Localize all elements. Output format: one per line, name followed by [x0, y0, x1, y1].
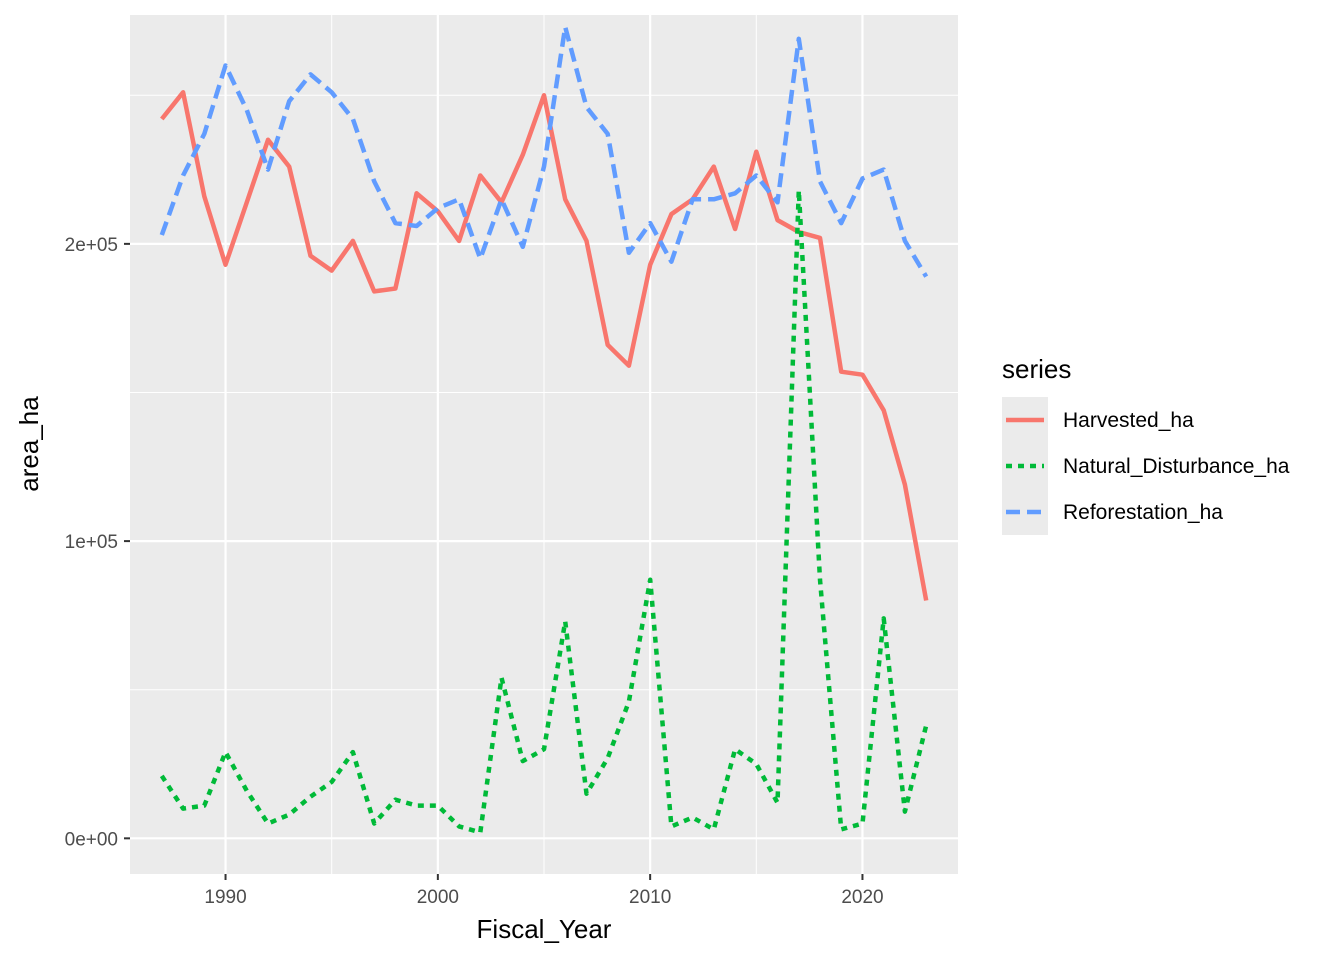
x-tick-label: 2000 — [417, 887, 459, 908]
legend-title: series — [1002, 354, 1071, 384]
x-axis-title: Fiscal_Year — [477, 914, 612, 944]
y-tick-label: 2e+05 — [65, 235, 118, 256]
y-axis: 0e+00 1e+05 2e+05 — [65, 235, 130, 850]
x-tick-label: 2020 — [841, 887, 883, 908]
series-line-reforestation-ha — [159, 24, 929, 278]
legend-label: Natural_Disturbance_ha — [1063, 455, 1290, 478]
major-gridlines — [130, 15, 958, 874]
legend: series Harvested_ha Natural_Disturbance_h… — [1002, 354, 1290, 535]
legend-label: Harvested_ha — [1063, 409, 1194, 432]
x-tick-label: 2010 — [629, 887, 671, 908]
x-tick-label: 1990 — [204, 887, 246, 908]
legend-label: Reforestation_ha — [1063, 501, 1223, 524]
y-axis-title: area_ha — [14, 396, 44, 492]
y-tick-label: 1e+05 — [65, 532, 118, 553]
series-line-natural-disturbance-ha — [159, 188, 929, 835]
series-lines — [159, 24, 929, 835]
y-tick-label: 0e+00 — [65, 829, 118, 850]
x-axis: 1990 2000 2010 2020 — [204, 874, 884, 908]
